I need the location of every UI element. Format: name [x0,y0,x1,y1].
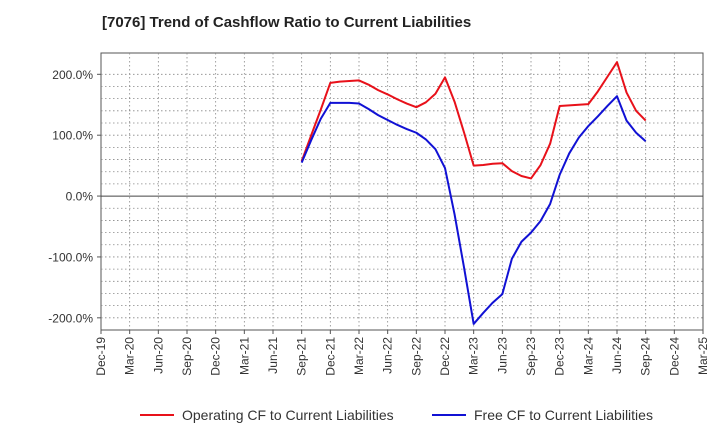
legend-label-operating-cf: Operating CF to Current Liabilities [182,407,394,423]
x-tick-label: Jun-22 [381,337,395,374]
x-tick-label: Sep-21 [295,337,309,376]
legend-item-operating-cf: Operating CF to Current Liabilities [140,404,394,426]
chart-legend: Operating CF to Current Liabilities Free… [0,404,720,426]
x-tick-label: Mar-23 [467,337,481,375]
legend-swatch-operating-cf [140,414,174,416]
x-tick-label: Sep-23 [524,337,538,376]
legend-label-free-cf: Free CF to Current Liabilities [474,407,653,423]
x-tick-label: Dec-23 [553,337,567,376]
y-tick-label: 100.0% [52,129,93,143]
x-tick-label: Mar-24 [581,337,595,375]
x-tick-label: Jun-21 [266,337,280,374]
x-tick-label: Mar-20 [123,337,137,375]
legend-item-free-cf: Free CF to Current Liabilities [432,404,653,426]
x-tick-label: Dec-22 [438,337,452,376]
x-tick-label: Dec-24 [667,337,681,376]
y-tick-label: 0.0% [66,190,94,204]
x-tick-label: Dec-21 [323,337,337,376]
y-tick-label: 200.0% [52,68,93,82]
x-tick-label: Sep-22 [409,337,423,376]
x-tick-label: Dec-19 [94,337,108,376]
legend-swatch-free-cf [432,414,466,416]
x-tick-label: Jun-23 [495,337,509,374]
x-tick-label: Mar-25 [696,337,710,375]
plot-area-frame [100,52,704,331]
x-tick-label: Mar-21 [237,337,251,375]
chart-title: [7076] Trend of Cashflow Ratio to Curren… [102,14,472,31]
y-tick-label: -200.0% [48,311,93,325]
y-tick-label: -100.0% [48,250,93,264]
x-tick-label: Sep-20 [180,337,194,376]
x-tick-label: Sep-24 [639,337,653,376]
x-tick-label: Jun-20 [151,337,165,374]
x-tick-label: Jun-24 [610,337,624,374]
x-tick-label: Mar-22 [352,337,366,375]
x-tick-label: Dec-20 [209,337,223,376]
